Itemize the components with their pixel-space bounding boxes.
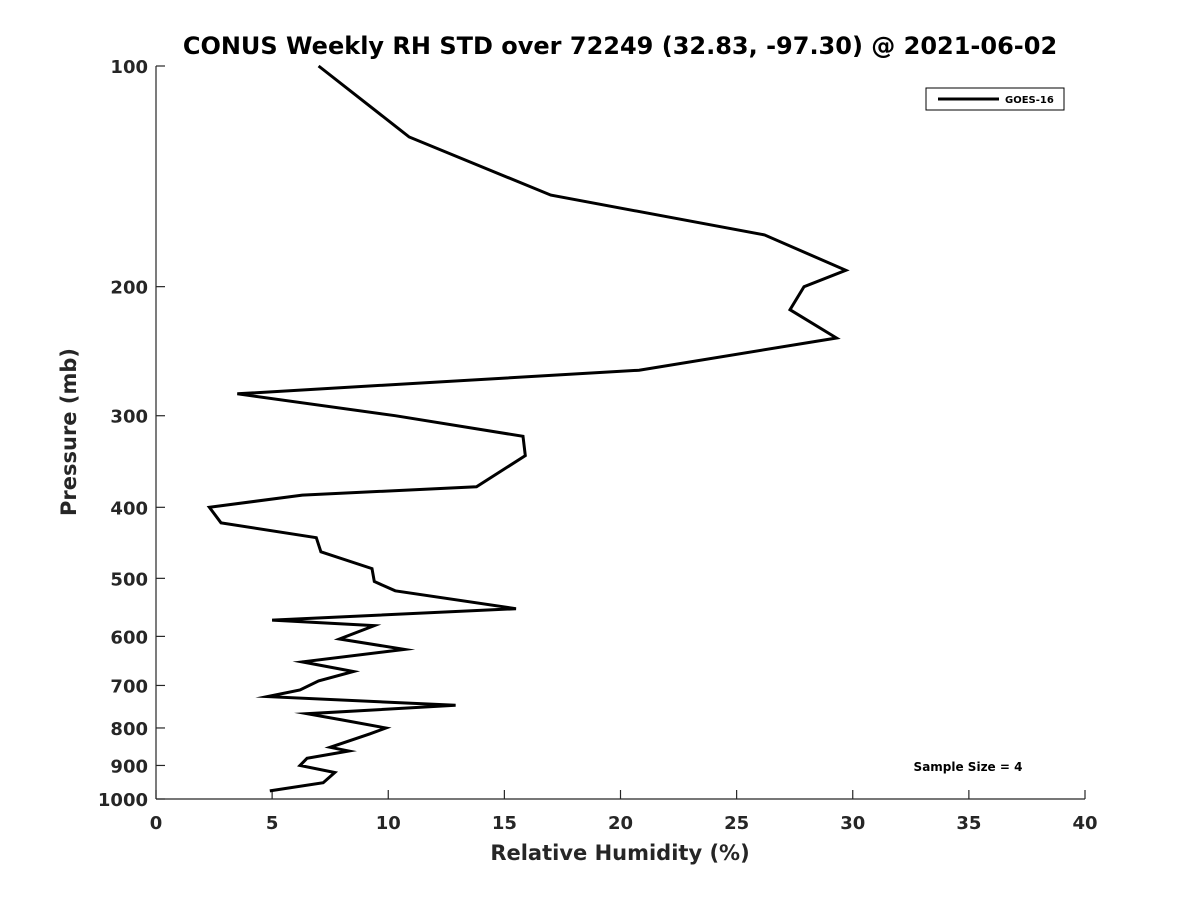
y-tick-label: 200 xyxy=(110,278,148,299)
x-axis-label: Relative Humidity (%) xyxy=(490,841,749,865)
series-line-goes-16 xyxy=(206,64,850,793)
x-tick-label: 35 xyxy=(956,813,981,834)
x-axis-ticks: 0 5 10 15 20 25 30 35 40 xyxy=(150,790,1098,834)
x-tick-label: 0 xyxy=(150,813,163,834)
y-tick-label: 1000 xyxy=(98,790,148,811)
x-tick-label: 40 xyxy=(1072,813,1097,834)
y-tick-label: 700 xyxy=(110,676,148,697)
y-tick-label: 100 xyxy=(110,57,148,78)
x-tick-label: 5 xyxy=(266,813,279,834)
y-tick-label: 800 xyxy=(110,719,148,740)
x-tick-label: 10 xyxy=(376,813,401,834)
y-tick-label: 300 xyxy=(110,407,148,428)
y-tick-label: 600 xyxy=(110,627,148,648)
y-tick-label: 500 xyxy=(110,569,148,590)
x-tick-label: 25 xyxy=(724,813,749,834)
chart-title: CONUS Weekly RH STD over 72249 (32.83, -… xyxy=(183,32,1057,60)
y-axis-ticks: 100 200 300 400 500 600 700 800 900 1000 xyxy=(98,57,165,811)
legend-label-goes-16: GOES-16 xyxy=(1005,95,1054,106)
sample-size-annotation: Sample Size = 4 xyxy=(914,760,1023,774)
legend: GOES-16 xyxy=(925,87,1065,111)
y-tick-label: 900 xyxy=(110,756,148,777)
y-axis-label: Pressure (mb) xyxy=(57,348,81,516)
x-tick-label: 20 xyxy=(608,813,633,834)
x-tick-label: 15 xyxy=(492,813,517,834)
series-layer xyxy=(206,64,850,793)
x-tick-label: 30 xyxy=(840,813,865,834)
y-tick-label: 400 xyxy=(110,498,148,519)
